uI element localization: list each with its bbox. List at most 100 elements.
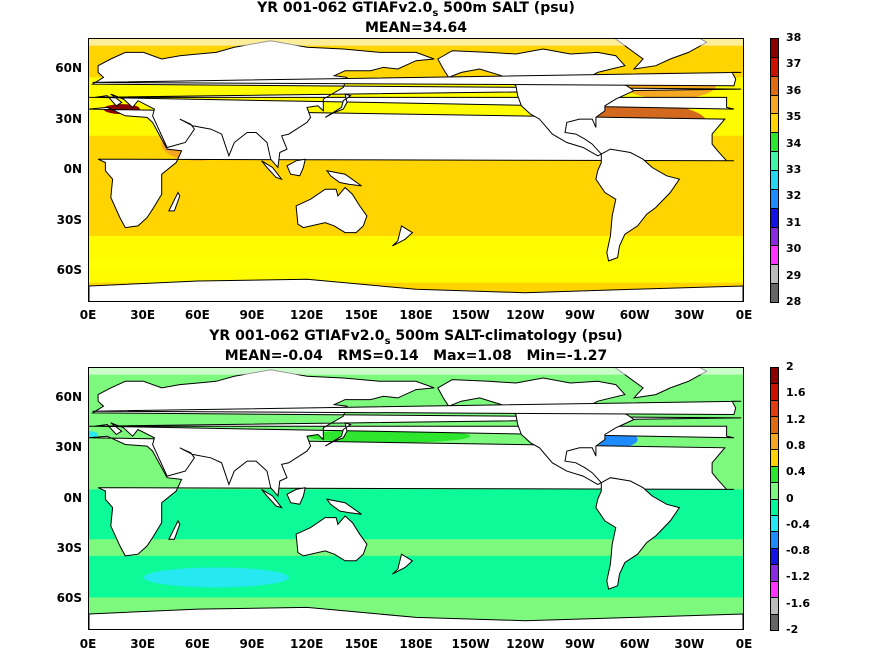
land-borneo (286, 158, 306, 177)
colorbar-segment (770, 56, 779, 77)
colorbar-segment (770, 416, 779, 434)
colorbar-segment (770, 432, 779, 451)
lon-label: 30W (674, 637, 705, 651)
colorbar-segment (770, 449, 779, 467)
lon-label: 90W (565, 308, 595, 322)
panel2-title: YR 001-062 GTIAFv2.0s 500m SALT-climatol… (88, 328, 744, 350)
land-japan (324, 93, 352, 118)
lon-label: 120W (506, 308, 545, 322)
lon-label: 30E (130, 637, 156, 651)
panel2-colorbar (770, 367, 779, 631)
colorbar-segment (770, 151, 779, 171)
lat-label: 60S (56, 591, 82, 606)
colorbar-segment (770, 264, 779, 285)
colorbar-segment (770, 547, 779, 566)
colorbar-label: 28 (786, 295, 802, 308)
panel2-title-rest: 500m SALT-climatology (psu) (390, 328, 623, 344)
colorbar-label: -1.6 (786, 596, 811, 610)
colorbar-label: 35 (786, 110, 802, 124)
land-japan (324, 422, 352, 447)
panel1-colorbar (770, 38, 779, 303)
colorbar-segment (770, 188, 779, 209)
colorbar-label: 0.4 (786, 465, 806, 479)
colorbar-segment (770, 245, 779, 266)
panel2-title-sub: s (384, 335, 391, 347)
lat-label: 60S (56, 263, 82, 278)
land-borneo (286, 487, 306, 505)
colorbar-label: -2 (786, 623, 799, 636)
lat-label: 0N (63, 162, 82, 177)
lon-label: 60E (184, 637, 210, 651)
lon-label: 0E (79, 637, 97, 651)
panel2-map (88, 367, 744, 630)
lon-label: 30E (130, 308, 156, 322)
colorbar-label: 34 (786, 136, 802, 150)
colorbar-segment (770, 564, 779, 582)
lat-label: 0N (63, 490, 82, 505)
land-newzealand (392, 225, 414, 247)
lat-label: 60N (55, 390, 82, 405)
colorbar-segment (770, 226, 779, 247)
panel1-title-rest: 500m SALT (psu) (438, 0, 575, 16)
colorbar-label: 36 (786, 83, 802, 97)
land-eurasia (89, 369, 742, 498)
arctic-mask (89, 39, 743, 46)
colorbar-segment (770, 113, 779, 134)
lat-label: 30S (56, 540, 82, 555)
colorbar-segment (770, 597, 779, 615)
colorbar-segment (770, 132, 779, 153)
lon-label: 150W (451, 308, 490, 322)
land-uk (92, 400, 742, 416)
colorbar-segment (770, 38, 779, 58)
colorbar-label: -0.4 (786, 517, 811, 531)
panel2-title-main: YR 001-062 GTIAFv2.0 (209, 328, 385, 344)
land-antarctica (89, 278, 743, 301)
land-antarctica (89, 606, 743, 629)
colorbar-label: 1.6 (786, 386, 806, 400)
colorbar-label: 29 (786, 268, 802, 282)
colorbar-segment (770, 170, 779, 190)
colorbar-segment (770, 367, 779, 385)
panel1-title-sub: s (432, 7, 439, 19)
colorbar-segment (770, 613, 779, 631)
colorbar-label: -0.8 (786, 544, 811, 558)
lon-label: 150W (451, 637, 490, 651)
land-greenland (614, 39, 708, 70)
salinity-band (89, 260, 743, 283)
land-eurasia (89, 40, 742, 169)
colorbar-segment (770, 482, 779, 500)
colorbar-segment (770, 399, 779, 418)
salinity-feature (89, 431, 99, 438)
arctic-mask (89, 368, 743, 375)
colorbar-segment (770, 94, 779, 115)
land-greenland (614, 368, 708, 399)
lon-label: 60E (184, 308, 210, 322)
lon-label: 150E (344, 637, 378, 651)
colorbar-label: 30 (786, 242, 802, 256)
panel1-title: YR 001-062 GTIAFv2.0s 500m SALT (psu) (88, 0, 744, 22)
colorbar-segment (770, 531, 779, 549)
colorbar-segment (770, 465, 779, 484)
lon-label: 0E (735, 637, 753, 651)
salinity-feature (143, 567, 289, 588)
colorbar-segment (770, 283, 779, 303)
colorbar-segment (770, 383, 779, 401)
lon-label: 60W (619, 308, 650, 322)
lon-label: 0E (735, 308, 753, 322)
land-australia (295, 186, 368, 234)
lat-label: 30N (55, 440, 82, 455)
panel2-stats: MEAN=-0.04 RMS=0.14 Max=1.08 Min=-1.27 (224, 348, 608, 364)
land-sumatra (261, 488, 283, 509)
lon-label: 120E (290, 308, 324, 322)
lon-label: 180E (399, 308, 433, 322)
colorbar-label: -1.2 (786, 570, 811, 584)
land-madagascar (168, 191, 181, 212)
colorbar-label: 37 (786, 57, 802, 71)
colorbar-label: 33 (786, 163, 802, 176)
land-newguinea (325, 498, 362, 515)
lon-label: 90E (239, 637, 265, 651)
colorbar-label: 0 (786, 491, 794, 505)
lon-label: 90E (239, 308, 265, 322)
colorbar-segment (770, 207, 779, 228)
lon-label: 150E (344, 308, 378, 322)
